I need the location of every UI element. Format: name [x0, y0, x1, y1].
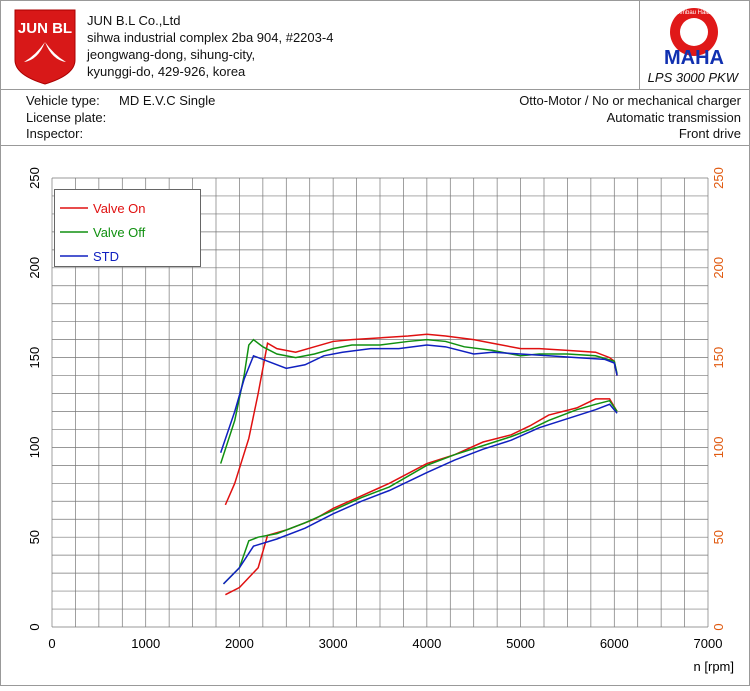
x-tick-label: 3000	[319, 636, 348, 651]
shield	[14, 9, 76, 85]
maha-logo: Maschinenbau Haldenwang MAHA LPS 3000 PK…	[648, 8, 740, 85]
model: LPS 3000 PKW	[648, 70, 740, 85]
label: Inspector:	[26, 126, 83, 141]
value: Otto-Motor / No or mechanical charger	[519, 93, 741, 108]
company: kyunggi-do, 429-926, korea	[87, 64, 246, 79]
maha-core	[680, 18, 708, 46]
company: sihwa industrial complex 2ba 904, #2203-…	[87, 30, 333, 45]
company: JUN B.L Co.,Ltd	[87, 13, 180, 28]
x-tick-label: 2000	[225, 636, 254, 651]
value: Front drive	[679, 126, 741, 141]
y-tick-label: 50	[27, 530, 42, 544]
company: jeongwang-dong, sihung-city,	[86, 47, 255, 62]
curve	[222, 403, 618, 585]
logo-text: JUN BL	[18, 20, 72, 37]
x-tick-label: 1000	[131, 636, 160, 651]
y2-tick-label: 100	[711, 437, 726, 459]
x-tick-label: 5000	[506, 636, 535, 651]
x-tick-label: 4000	[412, 636, 441, 651]
y2-tick-label: 200	[711, 257, 726, 279]
legend-label: Valve Off	[93, 225, 146, 240]
y-tick-label: 100	[27, 437, 42, 459]
x-tick-label: 7000	[694, 636, 723, 651]
maha-text: MAHA	[664, 47, 724, 69]
y2-tick-label: 0	[711, 623, 726, 630]
curve	[222, 399, 618, 585]
x-tick-label: 0	[48, 636, 55, 651]
value: MD E.V.C Single	[119, 93, 215, 108]
legend-label: STD	[93, 249, 119, 264]
x-axis-label: n [rpm]	[694, 659, 734, 674]
y-tick-label: 0	[27, 623, 42, 630]
value: Automatic transmission	[607, 110, 741, 125]
y2-tick-label: 50	[711, 530, 726, 544]
y2-tick-label: 150	[711, 347, 726, 369]
y-tick-label: 150	[27, 347, 42, 369]
curve	[219, 338, 618, 464]
junbl-logo: JUN BL	[14, 9, 76, 85]
x-tick-label: 6000	[600, 636, 629, 651]
label: License plate:	[26, 110, 106, 125]
legend-label: Valve On	[93, 201, 146, 216]
label: Vehicle type:	[26, 93, 100, 108]
emblem	[24, 42, 66, 62]
y-tick-label: 200	[27, 257, 42, 279]
legend: Valve On Valve Off STD	[54, 189, 201, 267]
legend-box	[54, 189, 201, 267]
y2-tick-label: 250	[711, 167, 726, 189]
y-tick-label: 250	[27, 167, 42, 189]
curve	[219, 344, 618, 454]
maha-ring-text: Maschinenbau Haldenwang	[657, 10, 731, 16]
